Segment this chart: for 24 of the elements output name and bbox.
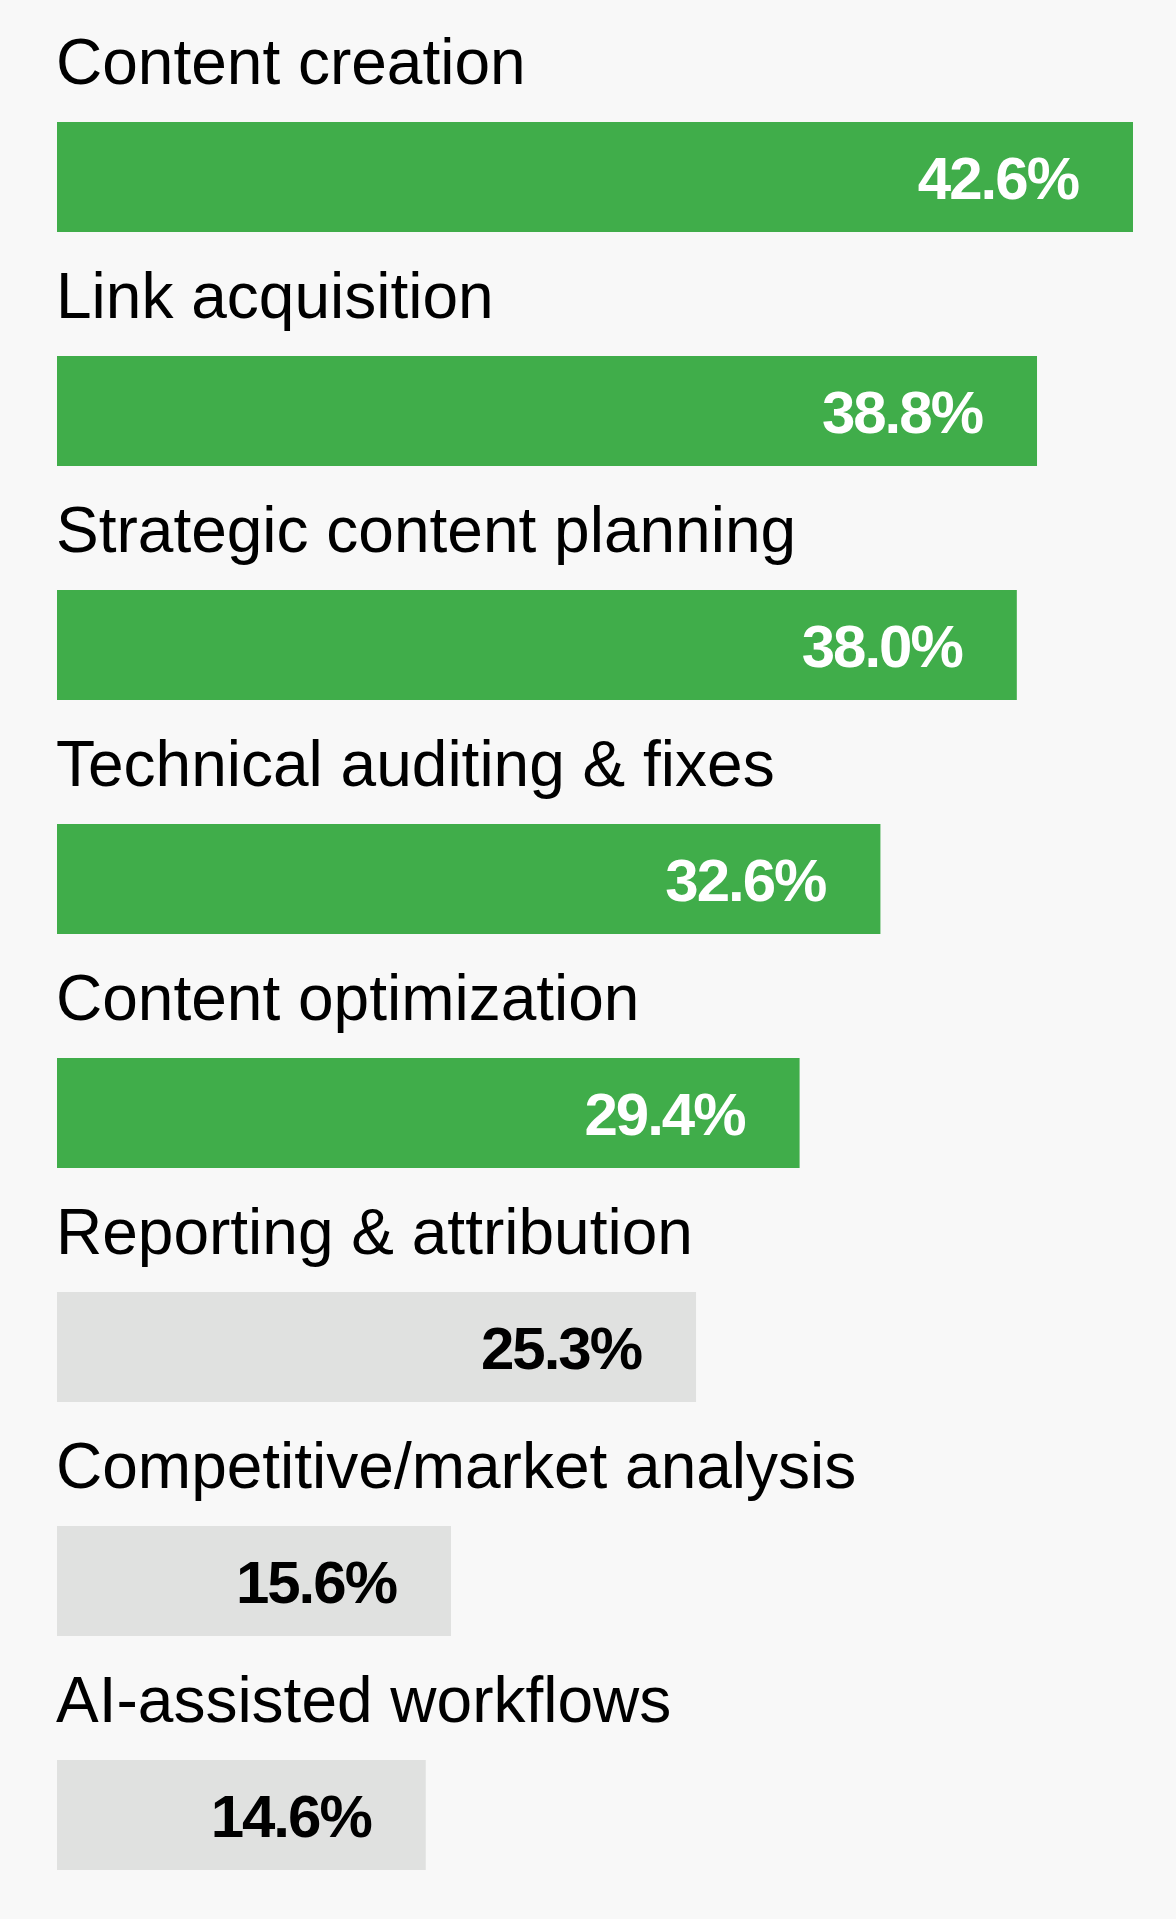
y-tick-label: Technical auditing & fixes — [56, 728, 775, 800]
data-label: 38.8% — [821, 378, 983, 446]
data-label: 15.6% — [235, 1548, 397, 1616]
bar — [57, 590, 1017, 700]
bar — [57, 1292, 697, 1402]
y-tick-label: Strategic content planning — [56, 494, 797, 566]
data-label: 38.0% — [801, 612, 963, 680]
data-label: 42.6% — [917, 144, 1079, 212]
bar — [57, 1760, 426, 1870]
bar — [57, 1526, 452, 1636]
data-label: 29.4% — [584, 1080, 746, 1148]
bar — [57, 122, 1133, 232]
y-tick-label: Reporting & attribution — [56, 1196, 693, 1268]
bar — [57, 356, 1038, 466]
y-tick-label: AI-assisted workflows — [56, 1664, 672, 1736]
y-tick-label: Content creation — [56, 26, 526, 98]
bar — [57, 1058, 800, 1168]
data-label: 14.6% — [210, 1782, 372, 1850]
bar — [57, 824, 881, 934]
y-tick-label: Link acquisition — [56, 260, 494, 332]
y-tick-label: Content optimization — [56, 962, 640, 1034]
data-label: 32.6% — [665, 846, 827, 914]
y-tick-label: Competitive/market analysis — [56, 1430, 857, 1502]
data-label: 25.3% — [480, 1314, 642, 1382]
